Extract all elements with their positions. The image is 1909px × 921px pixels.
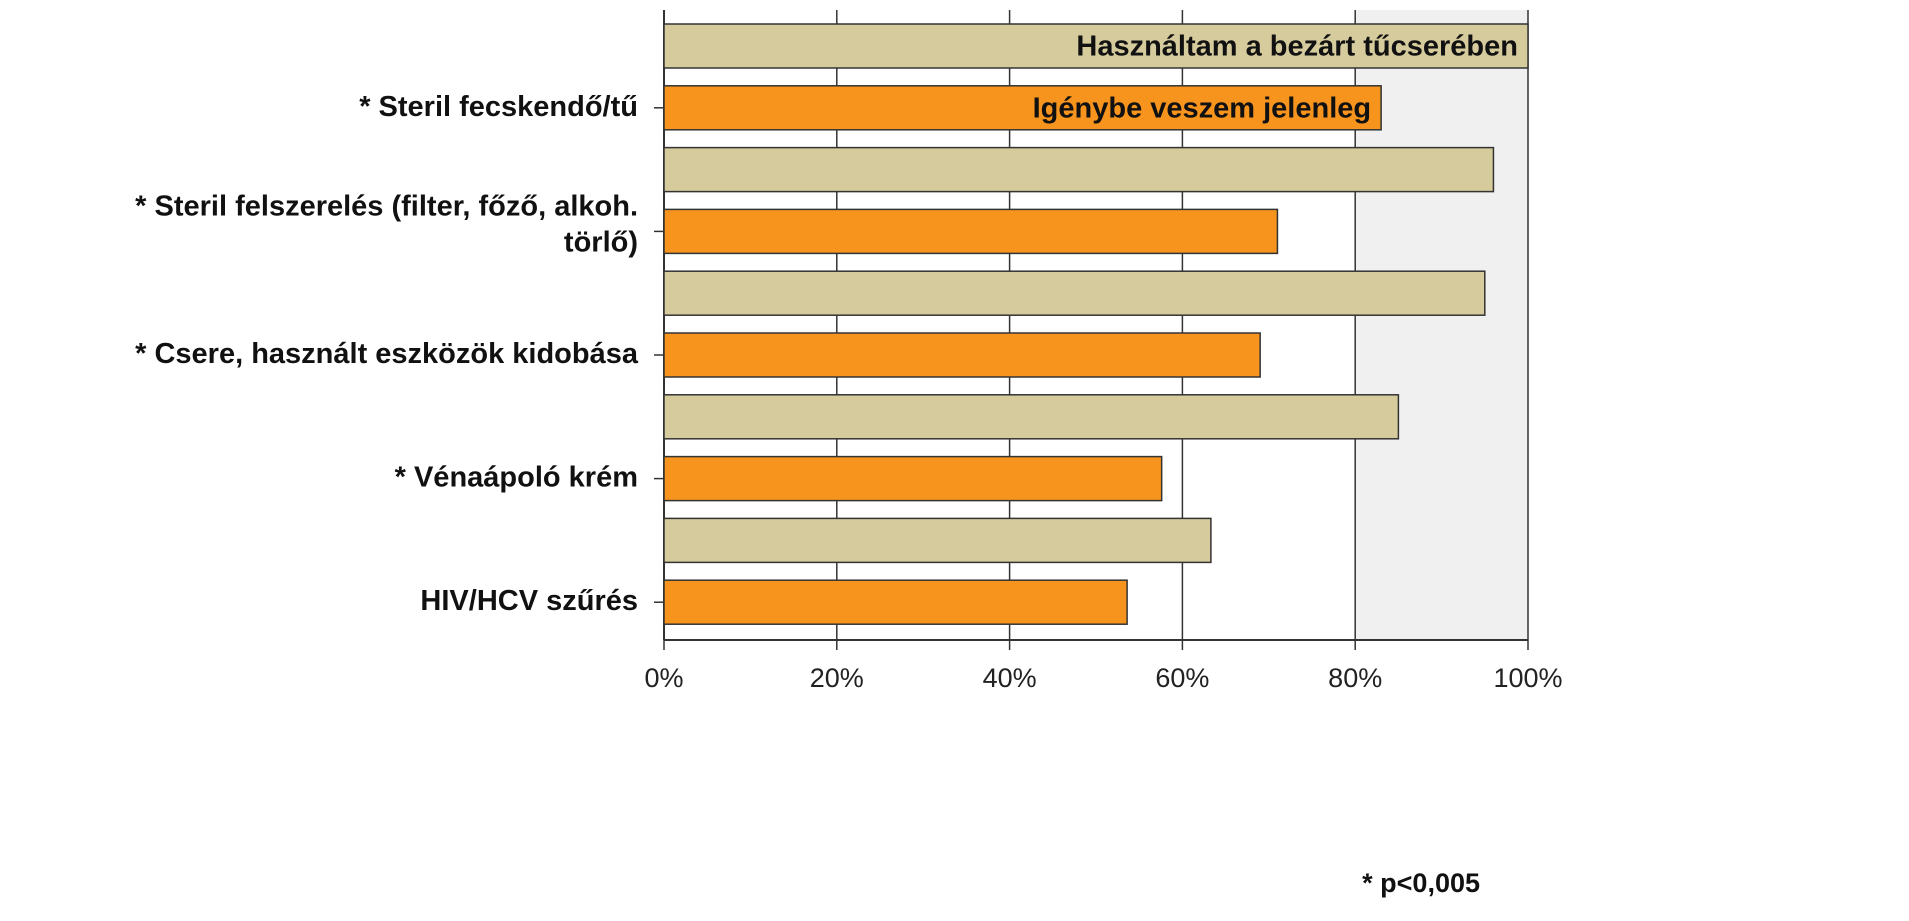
x-tick-label: 60% — [1155, 663, 1209, 693]
bar — [663, 394, 1400, 440]
bar — [663, 517, 1212, 564]
x-tick-label: 80% — [1328, 663, 1382, 693]
bar — [663, 332, 1261, 378]
bar — [663, 23, 1529, 69]
bar — [663, 455, 1163, 502]
x-tick-label: 100% — [1493, 663, 1562, 693]
x-tick-label: 20% — [810, 663, 864, 693]
annotation: * p<0,005 — [1362, 868, 1480, 898]
y-tick-label: * Vénaápoló krém — [395, 461, 638, 493]
legend-label: Igénybe veszem jelenleg — [1033, 92, 1371, 124]
y-tick-label: * Steril felszerelés (filter, főző, alko… — [135, 190, 638, 258]
x-tick-label: 40% — [983, 663, 1037, 693]
plot-shade — [1355, 10, 1528, 640]
y-tick-label: * Csere, használt eszközök kidobása — [135, 338, 639, 370]
bar — [663, 208, 1279, 255]
bar — [663, 146, 1495, 193]
y-tick-label: * Steril fecskendő/tű — [359, 90, 638, 122]
legend-label: Használtam a bezárt tűcserében — [1076, 31, 1518, 63]
bar — [663, 270, 1486, 316]
y-tick-label: HIV/HCV szűrés — [420, 585, 638, 617]
x-tick-label: 0% — [644, 663, 683, 693]
bar — [663, 579, 1128, 625]
